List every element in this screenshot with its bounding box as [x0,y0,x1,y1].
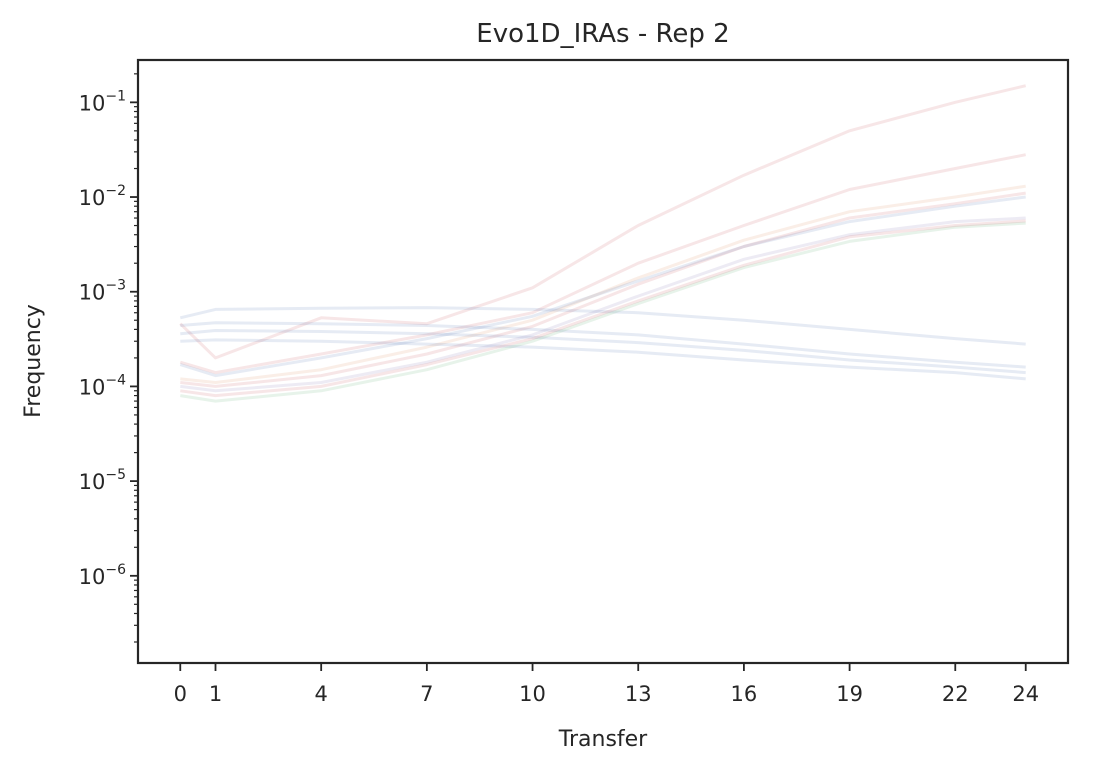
series-line-3 [180,184,1026,384]
x-axis-label: Transfer [558,727,648,752]
series-line-6 [179,306,1026,346]
series-line-12 [180,219,1026,398]
series-line-10 [180,216,1026,393]
x-tick-label-22: 22 [942,682,969,706]
y-tick-label-3: 10−4 [79,372,126,399]
series-line-2 [179,153,1026,375]
x-tick-label-13: 13 [625,682,652,706]
x-tick-label-24: 24 [1012,682,1039,706]
series-line-9 [180,338,1026,381]
series-line-7 [180,321,1026,369]
plot-frame [136,58,1070,665]
series-line-4 [180,191,1026,388]
y-tick-label-6: 10−1 [79,88,126,115]
series-line-11 [180,221,1026,403]
x-tick-label-10: 10 [519,682,546,706]
series-line-1 [179,84,1027,360]
chart-title: Evo1D_IRAs - Rep 2 [476,19,729,49]
y-tick-label-4: 10−3 [79,278,126,305]
y-tick-label-1: 10−6 [79,562,126,589]
y-axis-label: Frequency [21,304,46,418]
y-axis-minor-ticks [134,73,138,643]
x-tick-label-1: 1 [209,682,222,706]
trajectory-lines [179,84,1027,403]
series-line-5 [179,195,1026,378]
x-tick-label-19: 19 [836,682,863,706]
series-line-8 [180,329,1026,375]
x-tick-label-7: 7 [420,682,433,706]
y-axis-ticks: 10−6 10−5 10−4 10−3 10−2 10−1 [79,88,138,589]
y-tick-label-5: 10−2 [79,183,126,210]
x-tick-label-0: 0 [174,682,187,706]
x-tick-label-4: 4 [314,682,327,706]
y-tick-label-2: 10−5 [79,467,126,494]
x-tick-label-16: 16 [731,682,758,706]
x-axis-ticks: 0 1 4 7 10 13 16 19 22 24 [174,663,1039,706]
